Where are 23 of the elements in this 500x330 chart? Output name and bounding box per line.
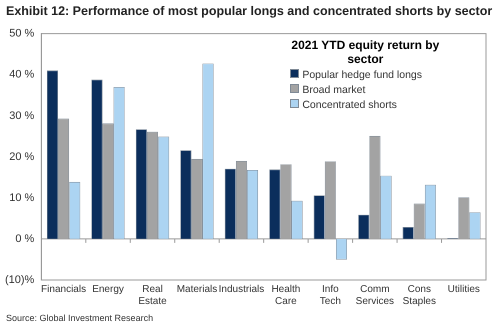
- legend-label: Concentrated shorts: [302, 98, 397, 111]
- y-tick-label: 50 %: [9, 28, 35, 40]
- y-tick-label: 20 %: [9, 150, 35, 163]
- x-tick-label: Health Care: [271, 284, 300, 307]
- x-tick-label: Energy: [92, 284, 124, 295]
- source-note: Source: Global Investment Research: [6, 313, 154, 323]
- y-tick-label: (10)%: [5, 274, 35, 286]
- x-tick-label: Materials: [176, 284, 218, 295]
- x-tick-label: Comm Services: [356, 284, 394, 307]
- y-tick-label: 0 %: [15, 232, 35, 245]
- y-tick-label: 40 %: [9, 68, 35, 81]
- y-tick-label: 10 %: [9, 192, 35, 204]
- x-tick-label: Real Estate: [138, 284, 168, 307]
- legend-label: Popular hedge fund longs: [302, 68, 422, 81]
- x-tick-label: Financials: [41, 284, 86, 295]
- x-tick-label: Info Tech: [320, 284, 341, 307]
- x-tick-label: Utilities: [448, 284, 480, 295]
- x-tick-label: Industrials: [218, 284, 264, 295]
- chart-title: Exhibit 12: Performance of most popular longs and concentrated shorts by sector: [6, 4, 492, 18]
- legend-label: Broad market: [302, 84, 366, 96]
- x-tick-label: Cons Staples: [402, 284, 436, 307]
- legend-title: 2021 YTD equity return by sector: [290, 38, 440, 66]
- y-tick-label: 30 %: [9, 110, 35, 122]
